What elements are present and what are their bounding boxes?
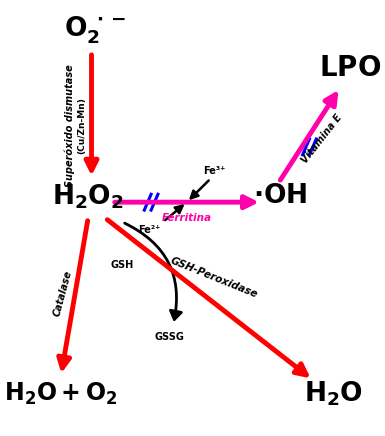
Text: Ferritina: Ferritina <box>162 213 212 223</box>
Text: GSH: GSH <box>110 260 134 270</box>
Text: GSH-Peroxidase: GSH-Peroxidase <box>169 255 259 300</box>
Text: Superóxido dismutase: Superóxido dismutase <box>64 64 75 187</box>
Text: $\mathbf{O_2^{\ \bullet-}}$: $\mathbf{O_2^{\ \bullet-}}$ <box>64 14 126 46</box>
Text: $\mathbf{LPO}$: $\mathbf{LPO}$ <box>319 54 382 82</box>
Text: $\mathbf{\cdot OH}$: $\mathbf{\cdot OH}$ <box>253 183 308 209</box>
Text: Catalase: Catalase <box>52 269 74 317</box>
Text: $\mathbf{H_2O}$: $\mathbf{H_2O}$ <box>304 380 363 408</box>
Text: $\mathbf{H_2O_2}$: $\mathbf{H_2O_2}$ <box>52 182 124 211</box>
Text: $\mathbf{H_2O + O_2}$: $\mathbf{H_2O + O_2}$ <box>4 381 118 407</box>
Text: Fe²⁺: Fe²⁺ <box>138 225 161 235</box>
Text: GSSG: GSSG <box>155 331 185 341</box>
Text: Fe³⁺: Fe³⁺ <box>203 166 225 176</box>
Text: (Cu/Zn-Mn): (Cu/Zn-Mn) <box>77 97 87 153</box>
Text: Vitamina E: Vitamina E <box>299 112 343 165</box>
FancyArrowPatch shape <box>125 223 181 320</box>
